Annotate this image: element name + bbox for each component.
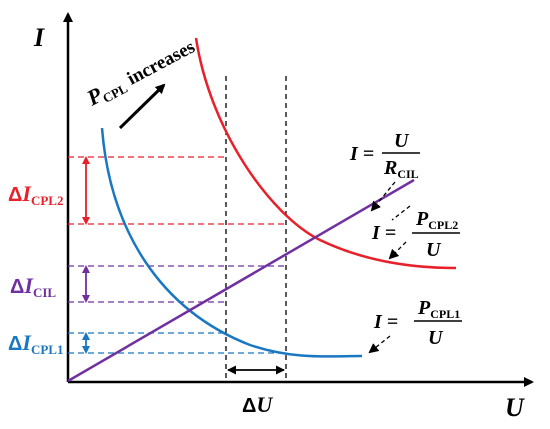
svg-text:U: U bbox=[394, 130, 410, 152]
pcpl-increases-annotation: PCPLincreases bbox=[82, 33, 200, 113]
svg-text:I =: I = bbox=[349, 143, 374, 165]
cpl1-curve bbox=[100, 127, 363, 358]
svg-text:PCPL1: PCPL1 bbox=[417, 297, 460, 321]
pcpl-increase-arrow bbox=[118, 83, 166, 130]
delta-cpl1-label: ΔICPL1 bbox=[8, 330, 63, 357]
y-axis-label: I bbox=[33, 23, 45, 52]
svg-text:I =: I = bbox=[373, 311, 398, 333]
cpl2-curve bbox=[194, 37, 457, 270]
svg-text:I =: I = bbox=[371, 222, 396, 244]
delta-cpl2-label: ΔICPL2 bbox=[8, 181, 63, 208]
equation-cpl1: I = PCPL1 U bbox=[373, 297, 462, 349]
delta-cil-label: ΔICIL bbox=[10, 273, 56, 300]
equation-cpl2: I = PCPL2 U bbox=[371, 208, 460, 261]
x-axis-label: U bbox=[505, 393, 525, 422]
cil-line bbox=[67, 178, 415, 383]
svg-text:PCPLincreases: PCPLincreases bbox=[82, 33, 200, 113]
svg-text:U: U bbox=[428, 327, 444, 349]
pointer-cpl2 bbox=[391, 205, 411, 221]
svg-text:U: U bbox=[426, 239, 442, 261]
pointer-cpl1 bbox=[368, 335, 391, 354]
pointer-cil bbox=[370, 181, 396, 212]
svg-text:RCIL: RCIL bbox=[383, 157, 419, 181]
pointer-cpl2-tip bbox=[388, 241, 407, 260]
svg-text:PCPL2: PCPL2 bbox=[415, 208, 458, 232]
equation-cil: I = U RCIL bbox=[349, 130, 420, 181]
delta-u-label: ΔU bbox=[242, 392, 273, 417]
